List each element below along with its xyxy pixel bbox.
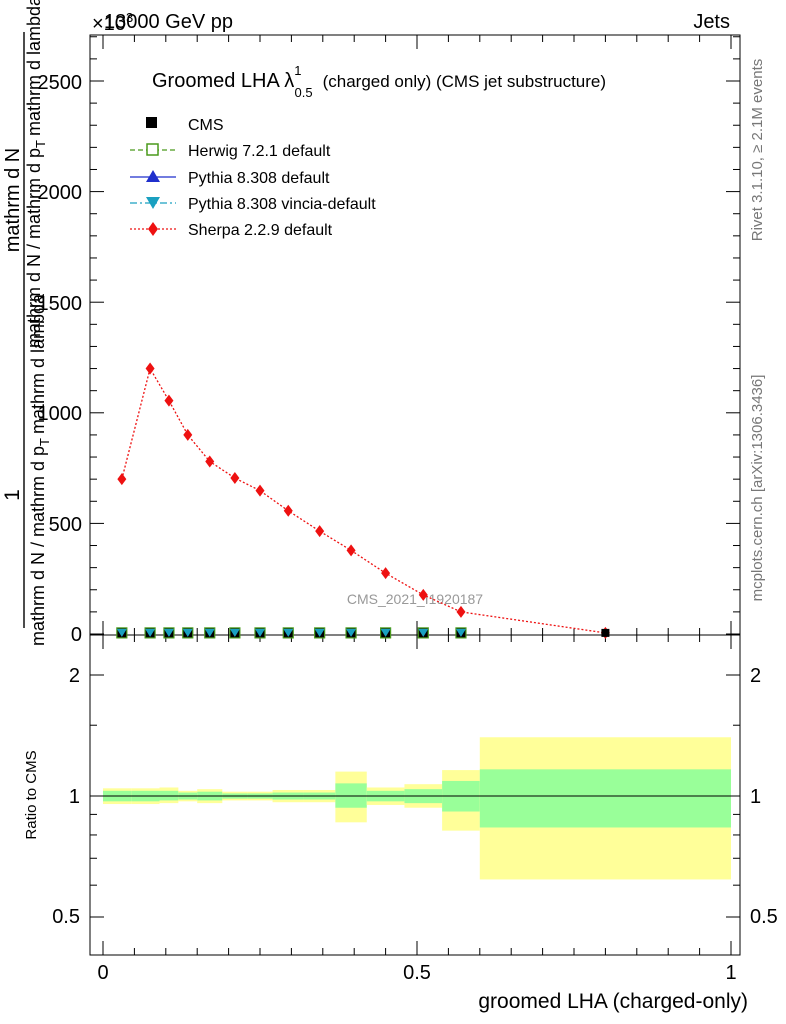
herwig-point — [182, 627, 194, 639]
exponent-label: ×103 — [92, 10, 133, 35]
y-tick-label-1000: 1000 — [38, 403, 83, 425]
vincia-point — [145, 628, 156, 637]
herwig-point — [144, 627, 156, 639]
y-tick-label-2500: 2500 — [38, 72, 83, 94]
mcplots-label: mcplots.cern.ch [arXiv:1306.3436] — [749, 375, 766, 602]
legend: CMS Herwig 7.2.1 default Pythia 8.308 de… — [130, 117, 376, 239]
ratio-tick-label-0.5-left: 0.5 — [52, 906, 80, 928]
ratio-tick-label-1-left: 1 — [69, 786, 80, 808]
herwig-point — [282, 627, 294, 639]
series-markers — [116, 362, 610, 639]
vincia-point — [380, 628, 391, 637]
sherpa-point — [456, 605, 466, 618]
legend-label-sherpa: Sherpa 2.2.9 default — [188, 222, 333, 239]
sherpa-point — [145, 362, 155, 375]
y-label-top-rest: mathrm d N / mathrm d pTmathrm d lambda — [24, 0, 48, 348]
sherpa-point — [255, 484, 265, 497]
legend-marker-herwig — [146, 143, 159, 156]
ratio-y-axis-label: Ratio to CMS — [23, 750, 40, 839]
sherpa-line — [121, 366, 606, 634]
vincia-point — [418, 628, 429, 637]
ratio-tick-label-2-right: 2 — [750, 665, 761, 687]
y-tick-label-500: 500 — [49, 514, 82, 536]
y-label-bottom: mathrm d N / mathrm d pTmathrm d lambda — [28, 293, 52, 646]
vincia-point — [314, 628, 325, 637]
herwig-point — [116, 627, 128, 639]
x-tick-label-1: 1 — [725, 962, 736, 984]
y-tick-label-2000: 2000 — [38, 182, 83, 204]
vincia-point — [182, 628, 193, 637]
herwig-point — [229, 627, 241, 639]
vincia-point — [283, 628, 294, 637]
vincia-point — [229, 628, 240, 637]
herwig-point — [455, 627, 467, 639]
vincia-point — [116, 628, 127, 637]
main-y-axis-label: 1 mathrm d N mathrm d N / mathrm d pTmat… — [1, 0, 52, 646]
legend-label-vincia: Pythia 8.308 vincia-default — [188, 196, 376, 213]
herwig-point — [163, 627, 175, 639]
legend-label-cms: CMS — [188, 117, 224, 134]
analysis-watermark: CMS_2021_I1920187 — [347, 591, 483, 607]
sherpa-point — [315, 525, 325, 538]
legend-marker-sherpa — [148, 222, 158, 236]
y-label-numerator: 1 — [1, 489, 24, 501]
y-tick-label-0: 0 — [71, 624, 82, 646]
x-tick-label-0: 0 — [97, 962, 108, 984]
x-axis-label: groomed LHA (charged-only) — [478, 990, 748, 1013]
ratio-band-inner-13 — [479, 769, 731, 828]
herwig-point — [417, 627, 429, 639]
legend-marker-vincia — [146, 197, 160, 209]
y-label-top-dN: mathrm d N — [2, 148, 24, 252]
herwig-point — [345, 627, 357, 639]
category-label: Jets — [693, 11, 730, 33]
herwig-point — [254, 627, 266, 639]
herwig-point — [380, 627, 392, 639]
series-lines — [121, 366, 606, 634]
sherpa-point — [418, 588, 428, 601]
sherpa-point — [117, 473, 127, 486]
rivet-label: Rivet 3.1.10, ≥ 2.1M events — [749, 59, 766, 242]
legend-label-pythia: Pythia 8.308 default — [188, 170, 330, 187]
sherpa-point — [183, 428, 193, 441]
vincia-point — [255, 628, 265, 637]
ratio-plot-frame — [89, 634, 741, 956]
energy-label: 13000 GeV pp — [104, 11, 233, 33]
sherpa-point — [164, 394, 174, 407]
x-tick-label-0.5: 0.5 — [403, 962, 431, 984]
sherpa-point — [381, 567, 391, 580]
ratio-bands — [103, 737, 731, 880]
legend-marker-pythia — [146, 170, 160, 182]
legend-marker-cms — [146, 117, 157, 128]
cms-point — [601, 628, 610, 637]
ratio-tick-label-2-left: 2 — [69, 665, 80, 687]
legend-label-herwig: Herwig 7.2.1 default — [188, 143, 331, 160]
ratio-tick-label-0.5-right: 0.5 — [750, 906, 778, 928]
sherpa-point — [283, 504, 293, 517]
sherpa-point — [205, 455, 215, 468]
herwig-point — [204, 627, 216, 639]
vincia-point — [163, 628, 174, 637]
plot-title: Groomed LHA λ1 0.5(charged only) (CMS jet… — [152, 63, 606, 100]
vincia-point — [455, 628, 466, 637]
vincia-point — [346, 628, 357, 637]
sherpa-point — [346, 544, 356, 557]
vincia-point — [204, 628, 215, 637]
y-tick-label-1500: 1500 — [38, 293, 83, 315]
herwig-point — [314, 627, 326, 639]
sherpa-point — [230, 472, 240, 485]
ratio-tick-label-1-right: 1 — [750, 786, 761, 808]
